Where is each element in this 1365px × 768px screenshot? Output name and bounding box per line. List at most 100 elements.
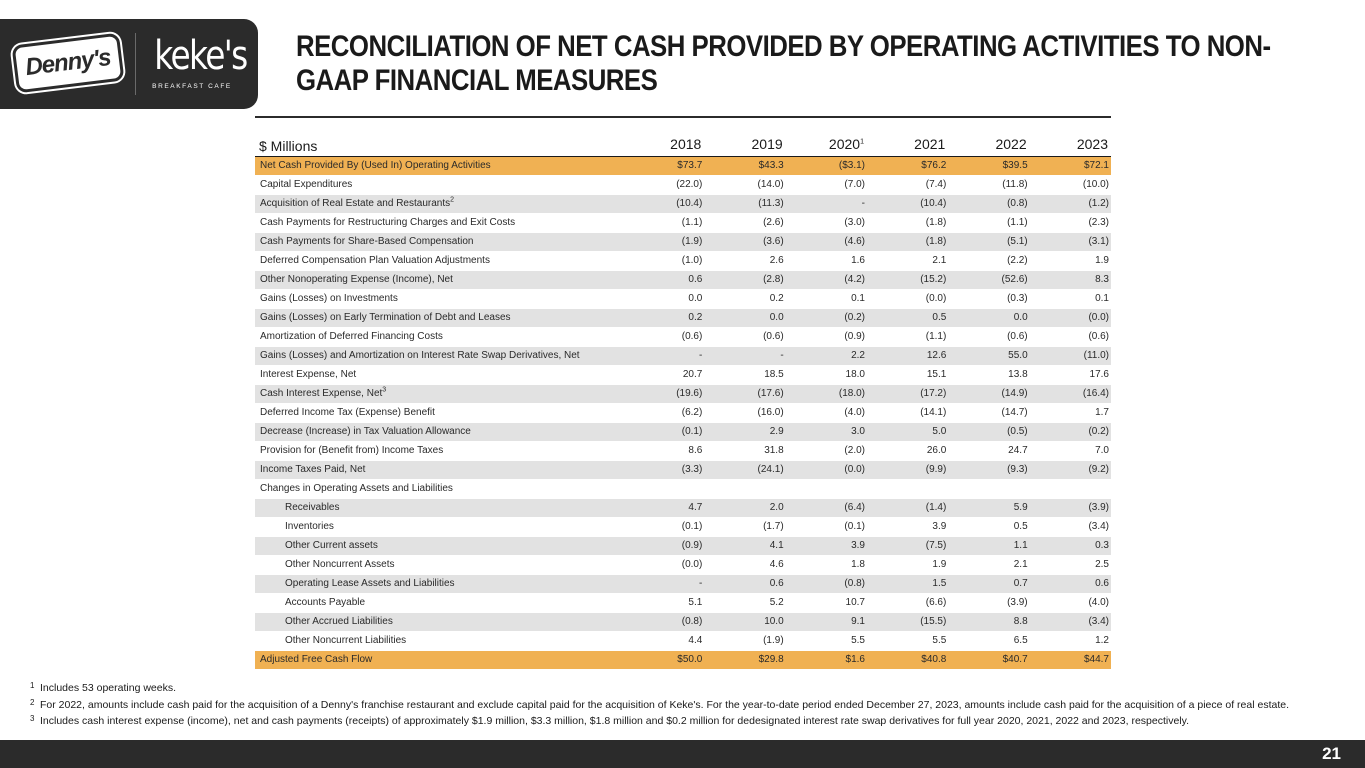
row-label: Interest Expense, Net (255, 365, 623, 385)
row-label-text: Deferred Compensation Plan Valuation Adj… (260, 255, 490, 266)
year-footnote-marker: 1 (860, 137, 864, 145)
footnote-text: For 2022, amounts include cash paid for … (40, 698, 1290, 711)
table-row: Gains (Losses) on Investments 0.0 0.2 0.1 (0… (255, 289, 1111, 309)
row-value: (7.4) (866, 175, 949, 195)
row-value: 0.5 (948, 517, 1030, 537)
row-value: (15.5) (866, 612, 949, 632)
row-label: Amortization of Deferred Financing Costs (255, 327, 623, 347)
table-row: Adjusted Free Cash Flow $50.0 $29.8 $1.6 $40… (255, 650, 1111, 670)
row-value: (1.0) (623, 251, 705, 271)
row-value: 1.7 (1029, 403, 1111, 423)
row-value: 2.2 (785, 346, 867, 366)
row-value: (4.2) (785, 270, 867, 290)
row-label-text: Other Noncurrent Liabilities (285, 635, 407, 646)
row-value (1029, 479, 1111, 499)
row-value: (11.0) (1029, 346, 1111, 366)
row-value: 8.3 (1029, 270, 1111, 290)
row-value: 0.2 (704, 289, 786, 309)
row-value: 15.1 (866, 365, 949, 385)
row-value: (9.9) (866, 460, 949, 480)
row-label-text: Provision for (Benefit from) Income Taxe… (260, 445, 444, 456)
footnote: 1 Includes 53 operating weeks. (30, 680, 1330, 697)
row-value: 0.7 (948, 574, 1030, 594)
footnote-mark: 1 (30, 681, 35, 690)
row-value: (22.0) (623, 175, 705, 195)
row-value: (6.4) (785, 498, 867, 518)
row-value: 2.1 (866, 251, 949, 271)
row-value: (14.0) (704, 175, 786, 195)
row-value: 5.1 (623, 593, 705, 613)
table-row: Cash Payments for Share-Based Compensati… (255, 232, 1111, 252)
row-label-text: Other Accrued Liabilities (285, 616, 393, 627)
row-value: 4.4 (623, 631, 705, 651)
row-label-text: Acquisition of Real Estate and Restauran… (260, 198, 451, 209)
row-value: $39.5 (948, 156, 1030, 176)
row-label: Gains (Losses) on Early Termination of D… (255, 308, 623, 328)
row-value: 0.3 (1029, 536, 1111, 556)
row-value: 0.0 (704, 308, 786, 328)
row-label: Other Nonoperating Expense (Income), Net (255, 270, 623, 290)
row-value: $29.8 (704, 650, 786, 670)
row-label: Receivables (255, 498, 623, 518)
row-label: Accounts Payable (255, 593, 623, 613)
row-value: (3.6) (704, 232, 786, 252)
row-value: 3.9 (866, 517, 949, 537)
row-value: 12.6 (866, 346, 949, 366)
row-value: (18.0) (785, 384, 867, 404)
row-label-text: Operating Lease Assets and Liabilities (285, 578, 455, 589)
row-value: 2.5 (1029, 555, 1111, 575)
row-value: - (785, 194, 867, 214)
row-value: (17.2) (866, 384, 949, 404)
row-label-text: Inventories (285, 521, 334, 532)
row-label-text: Receivables (285, 502, 340, 513)
table-row: Amortization of Deferred Financing Costs… (255, 327, 1111, 347)
row-value (866, 479, 949, 499)
row-value: (0.1) (623, 517, 705, 537)
row-value: 18.5 (704, 365, 786, 385)
table-header-row: $ Millions 2018 2019 20201 2021 2022 202… (255, 122, 1111, 156)
table-row: Gains (Losses) on Early Termination of D… (255, 308, 1111, 328)
table-row: Operating Lease Assets and Liabilities - 0… (255, 574, 1111, 594)
year-header: 2019 (751, 135, 783, 152)
row-value: (17.6) (704, 384, 786, 404)
row-value: (1.7) (704, 517, 786, 537)
table-row: Net Cash Provided By (Used In) Operating… (255, 156, 1111, 176)
row-footnote-marker: 2 (450, 196, 455, 204)
row-value: 5.5 (866, 631, 949, 651)
row-footnote-marker: 3 (382, 386, 387, 394)
row-value: (0.8) (785, 574, 867, 594)
row-value: $40.7 (948, 650, 1030, 670)
logo-divider (135, 33, 136, 95)
row-value: ($3.1) (785, 156, 867, 176)
row-value: (10.4) (866, 194, 949, 214)
year-header: 2023 (1076, 135, 1108, 152)
row-label: Other Accrued Liabilities (255, 612, 623, 632)
footer-bar: 21 (0, 740, 1365, 768)
row-label-text: Accounts Payable (285, 597, 366, 608)
row-value: (3.4) (1029, 517, 1111, 537)
row-value: 5.5 (785, 631, 867, 651)
row-value: - (704, 346, 786, 366)
page-title: RECONCILIATION OF NET CASH PROVIDED BY O… (296, 30, 1271, 97)
table-row: Other Noncurrent Assets (0.0) 4.6 1.8 1.9 2.1… (255, 555, 1111, 575)
row-value: (0.6) (623, 327, 705, 347)
table-row: Other Current assets (0.9) 4.1 3.9 (7.5) 1.1 0… (255, 536, 1111, 556)
row-value: (0.8) (623, 612, 705, 632)
row-label: Decrease (Increase) in Tax Valuation All… (255, 422, 623, 442)
row-value: (1.9) (623, 232, 705, 252)
row-value: (19.6) (623, 384, 705, 404)
row-label-text: Amortization of Deferred Financing Costs (260, 331, 443, 342)
row-value: 0.2 (623, 308, 705, 328)
row-label-text: Deferred Income Tax (Expense) Benefit (260, 407, 435, 418)
row-value: - (623, 574, 705, 594)
footnote-text: Includes cash interest expense (income),… (40, 715, 1190, 727)
table-row: Cash Interest Expense, Net3 (19.6) (17.6)(… (255, 384, 1111, 404)
table-row: Deferred Income Tax (Expense) Benefit (6.… (255, 403, 1111, 423)
row-value (785, 479, 867, 499)
row-value (623, 479, 705, 499)
row-value: 31.8 (704, 441, 786, 461)
year-header-label: 2020 (828, 135, 861, 152)
row-value: 2.6 (704, 251, 786, 271)
row-value: 1.9 (1029, 251, 1111, 271)
row-value: 0.5 (866, 308, 949, 328)
